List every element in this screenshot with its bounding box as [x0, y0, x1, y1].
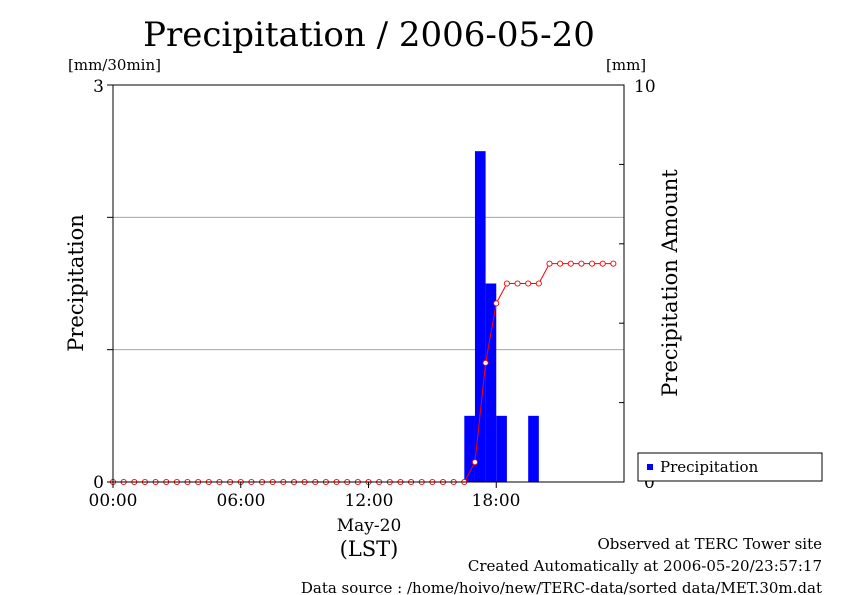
cumulative-point-1730 [482, 359, 489, 366]
y-tick-label-min: 0 [93, 473, 104, 493]
precipitation-bars [464, 151, 539, 482]
footer-observed: Observed at TERC Tower site [597, 535, 822, 553]
y-axis-label: Precipitation [64, 214, 88, 352]
x-tick-label-1800: 18:00 [472, 491, 521, 511]
cumulative-point-1930 [525, 280, 532, 287]
cumulative-point-2030 [546, 260, 553, 267]
cumulative-point-2200 [578, 260, 585, 267]
left-axis-unit: [mm/30min] [68, 56, 161, 74]
date-label: May-20 [337, 516, 402, 536]
legend-swatch [647, 464, 653, 470]
y-tick-label-max: 3 [93, 77, 104, 97]
x-tick-label-0600: 06:00 [217, 491, 266, 511]
cumulative-amount-series [109, 260, 617, 486]
timezone-label: (LST) [340, 537, 399, 561]
x-tick-label-1200: 12:00 [345, 491, 394, 511]
bar-1800 [496, 415, 507, 482]
cumulative-point-2100 [557, 260, 564, 267]
axis-ticks [107, 84, 624, 488]
grid-lines [113, 216, 624, 351]
right-axis-unit: [mm] [606, 56, 646, 74]
bar-1700 [474, 151, 486, 482]
footer-data-source: Data source : /home/hoivo/new/TERC-data/… [301, 579, 822, 595]
cumulative-point-1830 [503, 280, 510, 287]
y2-tick-label-min: 0 [644, 473, 655, 493]
legend-label: Precipitation [660, 458, 759, 476]
legend: Precipitation [637, 452, 823, 482]
cumulative-point-2300 [599, 260, 606, 267]
chart-title: Precipitation / 2006-05-20 [143, 15, 595, 55]
footer-created: Created Automatically at 2006-05-20/23:5… [468, 557, 822, 575]
cumulative-point-2330 [610, 260, 617, 267]
bar-1730 [485, 283, 497, 482]
bar-1630 [464, 415, 475, 482]
cumulative-point-1800 [493, 300, 500, 307]
legend-box [637, 452, 823, 482]
cumulative-point-1900 [514, 280, 521, 287]
cumulative-point-1700 [471, 459, 479, 466]
y2-axis-label: Precipitation Amount [658, 169, 682, 397]
cumulative-point-2130 [567, 260, 574, 267]
cumulative-point-2230 [589, 260, 596, 267]
plot-frame [112, 84, 625, 483]
cumulative-point-2000 [535, 280, 542, 287]
x-tick-label-0000: 00:00 [89, 491, 138, 511]
y2-tick-label-max: 10 [634, 77, 656, 97]
bar-1930 [528, 415, 539, 482]
